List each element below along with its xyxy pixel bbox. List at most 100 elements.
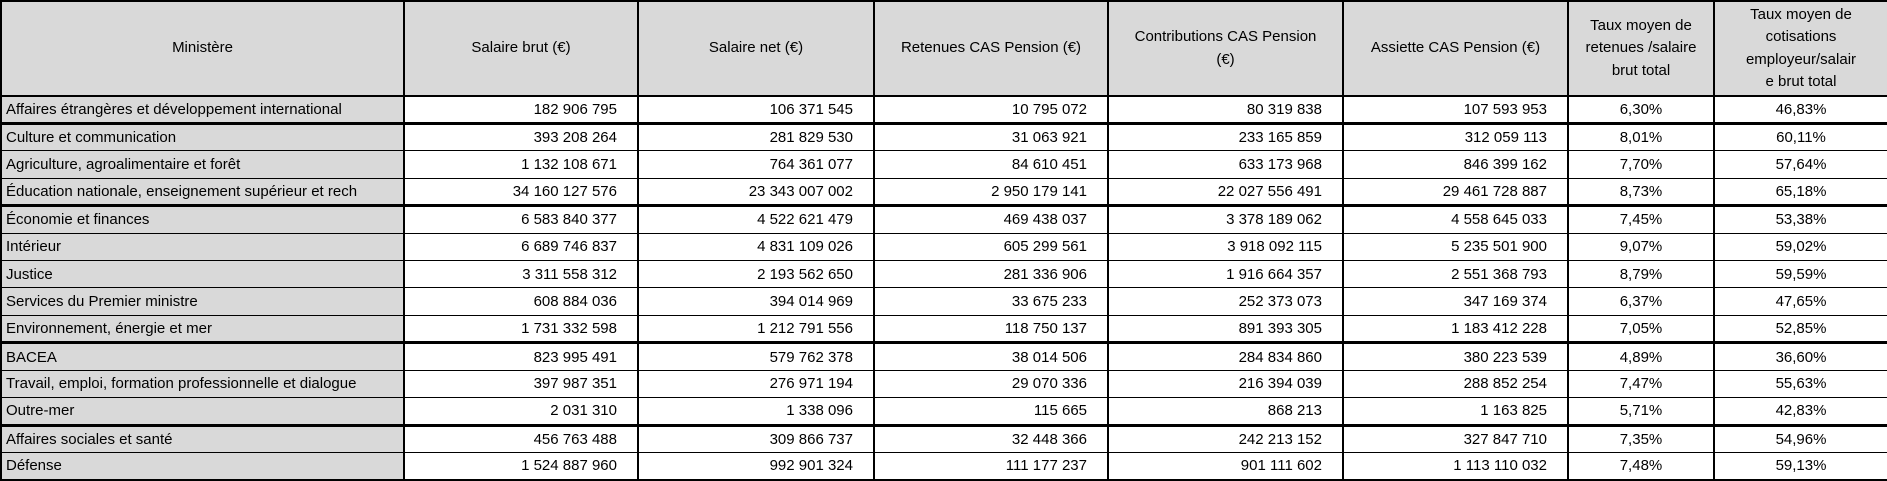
cell-salaire-brut: 6 583 840 377 [403,205,639,234]
table-row: Environnement, énergie et mer 1 731 332 … [0,314,1887,345]
cell-assiette-cas-pension: 1 113 110 032 [1342,451,1569,481]
cell-assiette-cas-pension: 288 852 254 [1342,369,1569,399]
table-row: Éducation nationale, enseignement supéri… [0,177,1887,208]
cell-taux-cotisations: 54,96% [1713,424,1887,453]
cell-ministere: Travail, emploi, formation professionnel… [0,369,405,399]
cell-retenues-cas-pension: 111 177 237 [873,451,1109,481]
cell-contributions-cas-pension: 633 173 968 [1107,150,1344,179]
cell-contributions-cas-pension: 901 111 602 [1107,451,1344,481]
cell-assiette-cas-pension: 327 847 710 [1342,424,1569,453]
cell-salaire-brut: 3 311 558 312 [403,260,639,289]
cell-salaire-brut: 456 763 488 [403,424,639,453]
table-row: Justice 3 311 558 312 2 193 562 650 281 … [0,260,1887,289]
cell-contributions-cas-pension: 3 378 189 062 [1107,205,1344,234]
cell-salaire-brut: 393 208 264 [403,122,639,152]
cell-assiette-cas-pension: 4 558 645 033 [1342,205,1569,234]
cell-taux-cotisations: 59,13% [1713,451,1887,481]
cell-salaire-brut: 2 031 310 [403,397,639,427]
cell-contributions-cas-pension: 22 027 556 491 [1107,177,1344,208]
cell-ministere: Outre-mer [0,397,405,427]
cell-taux-cotisations: 59,02% [1713,232,1887,262]
cell-contributions-cas-pension: 1 916 664 357 [1107,260,1344,289]
cell-salaire-brut: 608 884 036 [403,287,639,316]
cell-salaire-net: 4 522 621 479 [637,205,875,234]
cell-taux-cotisations: 57,64% [1713,150,1887,179]
column-header-taux-cotisations: Taux moyen de cotisations employeur/sala… [1713,0,1887,97]
cell-salaire-net: 1 338 096 [637,397,875,427]
cell-contributions-cas-pension: 80 319 838 [1107,95,1344,125]
cell-salaire-net: 2 193 562 650 [637,260,875,289]
cell-taux-cotisations: 47,65% [1713,287,1887,316]
column-header-contributions-cas-pension: Contributions CAS Pension (€) [1107,0,1344,97]
cell-taux-retenues: 8,73% [1567,177,1715,208]
cell-contributions-cas-pension: 216 394 039 [1107,369,1344,399]
cell-taux-retenues: 7,70% [1567,150,1715,179]
cell-taux-cotisations: 52,85% [1713,314,1887,345]
cell-taux-retenues: 9,07% [1567,232,1715,262]
table-body: Affaires étrangères et développement int… [0,95,1887,481]
cell-taux-retenues: 7,45% [1567,205,1715,234]
cell-taux-retenues: 8,01% [1567,122,1715,152]
table-header: Ministère Salaire brut (€) Salaire net (… [0,0,1887,97]
cell-ministere: Agriculture, agroalimentaire et forêt [0,150,405,179]
cell-contributions-cas-pension: 3 918 092 115 [1107,232,1344,262]
column-header-assiette-cas-pension: Assiette CAS Pension (€) [1342,0,1569,97]
cell-contributions-cas-pension: 233 165 859 [1107,122,1344,152]
cell-ministere: Éducation nationale, enseignement supéri… [0,177,405,208]
cell-retenues-cas-pension: 469 438 037 [873,205,1109,234]
table-row: BACEA 823 995 491 579 762 378 38 014 506… [0,342,1887,371]
cell-assiette-cas-pension: 1 163 825 [1342,397,1569,427]
cell-contributions-cas-pension: 891 393 305 [1107,314,1344,345]
cell-salaire-net: 281 829 530 [637,122,875,152]
table-row: Agriculture, agroalimentaire et forêt 1 … [0,150,1887,179]
table-row: Services du Premier ministre 608 884 036… [0,287,1887,316]
cell-salaire-net: 276 971 194 [637,369,875,399]
cell-taux-retenues: 4,89% [1567,342,1715,371]
cell-retenues-cas-pension: 38 014 506 [873,342,1109,371]
cell-taux-cotisations: 53,38% [1713,205,1887,234]
cell-ministere: BACEA [0,342,405,371]
table-row: Travail, emploi, formation professionnel… [0,369,1887,399]
cell-assiette-cas-pension: 380 223 539 [1342,342,1569,371]
cell-assiette-cas-pension: 846 399 162 [1342,150,1569,179]
cell-taux-cotisations: 42,83% [1713,397,1887,427]
cell-retenues-cas-pension: 2 950 179 141 [873,177,1109,208]
cell-taux-cotisations: 65,18% [1713,177,1887,208]
cell-taux-retenues: 7,48% [1567,451,1715,481]
cell-salaire-net: 309 866 737 [637,424,875,453]
cell-taux-cotisations: 46,83% [1713,95,1887,125]
cell-taux-retenues: 5,71% [1567,397,1715,427]
cell-assiette-cas-pension: 1 183 412 228 [1342,314,1569,345]
cell-salaire-brut: 397 987 351 [403,369,639,399]
header-row: Ministère Salaire brut (€) Salaire net (… [0,0,1887,97]
cell-salaire-brut: 1 524 887 960 [403,451,639,481]
cell-salaire-brut: 1 132 108 671 [403,150,639,179]
cell-salaire-net: 579 762 378 [637,342,875,371]
cell-retenues-cas-pension: 115 665 [873,397,1109,427]
cell-assiette-cas-pension: 29 461 728 887 [1342,177,1569,208]
table-row: Outre-mer 2 031 310 1 338 096 115 665 86… [0,397,1887,427]
cell-taux-retenues: 6,30% [1567,95,1715,125]
cell-salaire-brut: 34 160 127 576 [403,177,639,208]
cell-salaire-brut: 823 995 491 [403,342,639,371]
cell-taux-cotisations: 55,63% [1713,369,1887,399]
cell-salaire-net: 1 212 791 556 [637,314,875,345]
cell-contributions-cas-pension: 284 834 860 [1107,342,1344,371]
cell-ministere: Intérieur [0,232,405,262]
cell-retenues-cas-pension: 31 063 921 [873,122,1109,152]
table-row: Affaires sociales et santé 456 763 488 3… [0,424,1887,453]
cell-ministere: Culture et communication [0,122,405,152]
cell-assiette-cas-pension: 107 593 953 [1342,95,1569,125]
cell-retenues-cas-pension: 281 336 906 [873,260,1109,289]
cell-assiette-cas-pension: 2 551 368 793 [1342,260,1569,289]
cell-ministere: Services du Premier ministre [0,287,405,316]
cell-salaire-brut: 1 731 332 598 [403,314,639,345]
cell-ministere: Affaires étrangères et développement int… [0,95,405,125]
column-header-ministere: Ministère [0,0,405,97]
cell-contributions-cas-pension: 242 213 152 [1107,424,1344,453]
cell-ministere: Environnement, énergie et mer [0,314,405,345]
cell-retenues-cas-pension: 10 795 072 [873,95,1109,125]
cell-salaire-brut: 6 689 746 837 [403,232,639,262]
cell-ministere: Affaires sociales et santé [0,424,405,453]
